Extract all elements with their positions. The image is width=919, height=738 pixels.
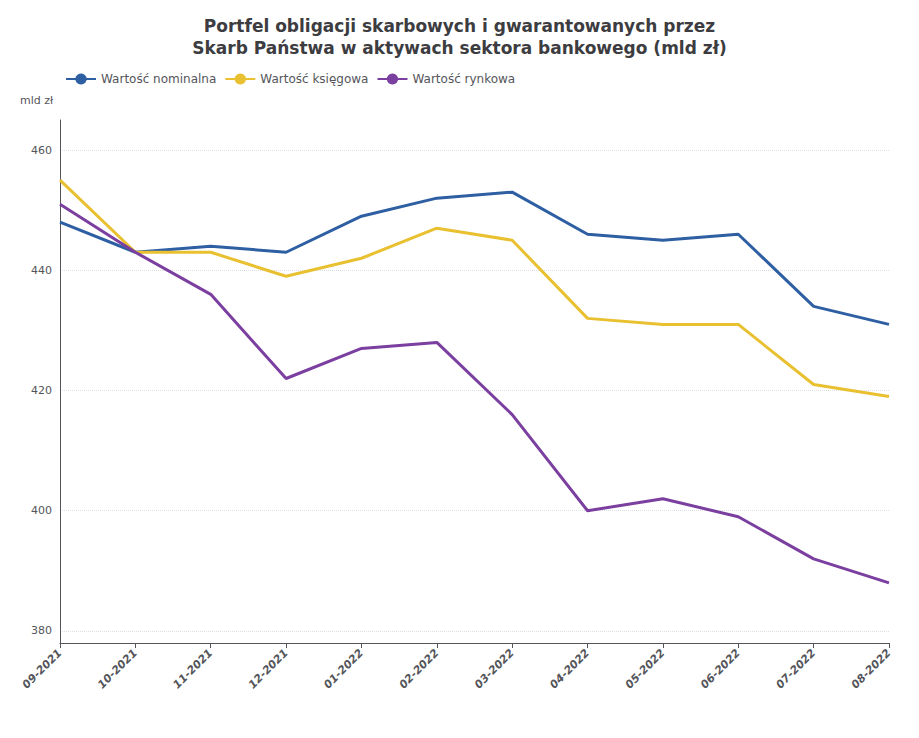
svg-text:Portfel obligacji skarbowych i: Portfel obligacji skarbowych i gwarantow… (204, 16, 715, 36)
svg-text:400: 400 (31, 504, 52, 517)
svg-text:460: 460 (31, 144, 52, 157)
svg-text:440: 440 (31, 264, 52, 277)
svg-text:420: 420 (31, 384, 52, 397)
svg-text:05-2022: 05-2022 (623, 646, 668, 691)
svg-text:mld zł: mld zł (20, 94, 54, 107)
svg-text:Skarb Państwa w aktywach sekto: Skarb Państwa w aktywach sektora bankowe… (192, 38, 726, 58)
svg-text:Wartość nominalna: Wartość nominalna (101, 72, 216, 86)
svg-text:03-2022: 03-2022 (472, 646, 517, 691)
svg-text:08-2022: 08-2022 (849, 646, 894, 691)
svg-text:06-2022: 06-2022 (698, 646, 743, 691)
svg-text:Wartość księgowa: Wartość księgowa (260, 72, 368, 86)
svg-text:01-2022: 01-2022 (321, 646, 366, 691)
svg-text:Wartość rynkowa: Wartość rynkowa (412, 72, 515, 86)
svg-text:10-2021: 10-2021 (95, 646, 140, 691)
svg-text:380: 380 (31, 624, 52, 637)
svg-text:02-2022: 02-2022 (397, 646, 442, 691)
svg-text:11-2021: 11-2021 (170, 646, 215, 691)
svg-text:07-2022: 07-2022 (773, 646, 818, 691)
svg-text:12-2021: 12-2021 (246, 646, 291, 691)
svg-text:04-2022: 04-2022 (547, 646, 592, 691)
svg-text:09-2021: 09-2021 (20, 646, 65, 691)
